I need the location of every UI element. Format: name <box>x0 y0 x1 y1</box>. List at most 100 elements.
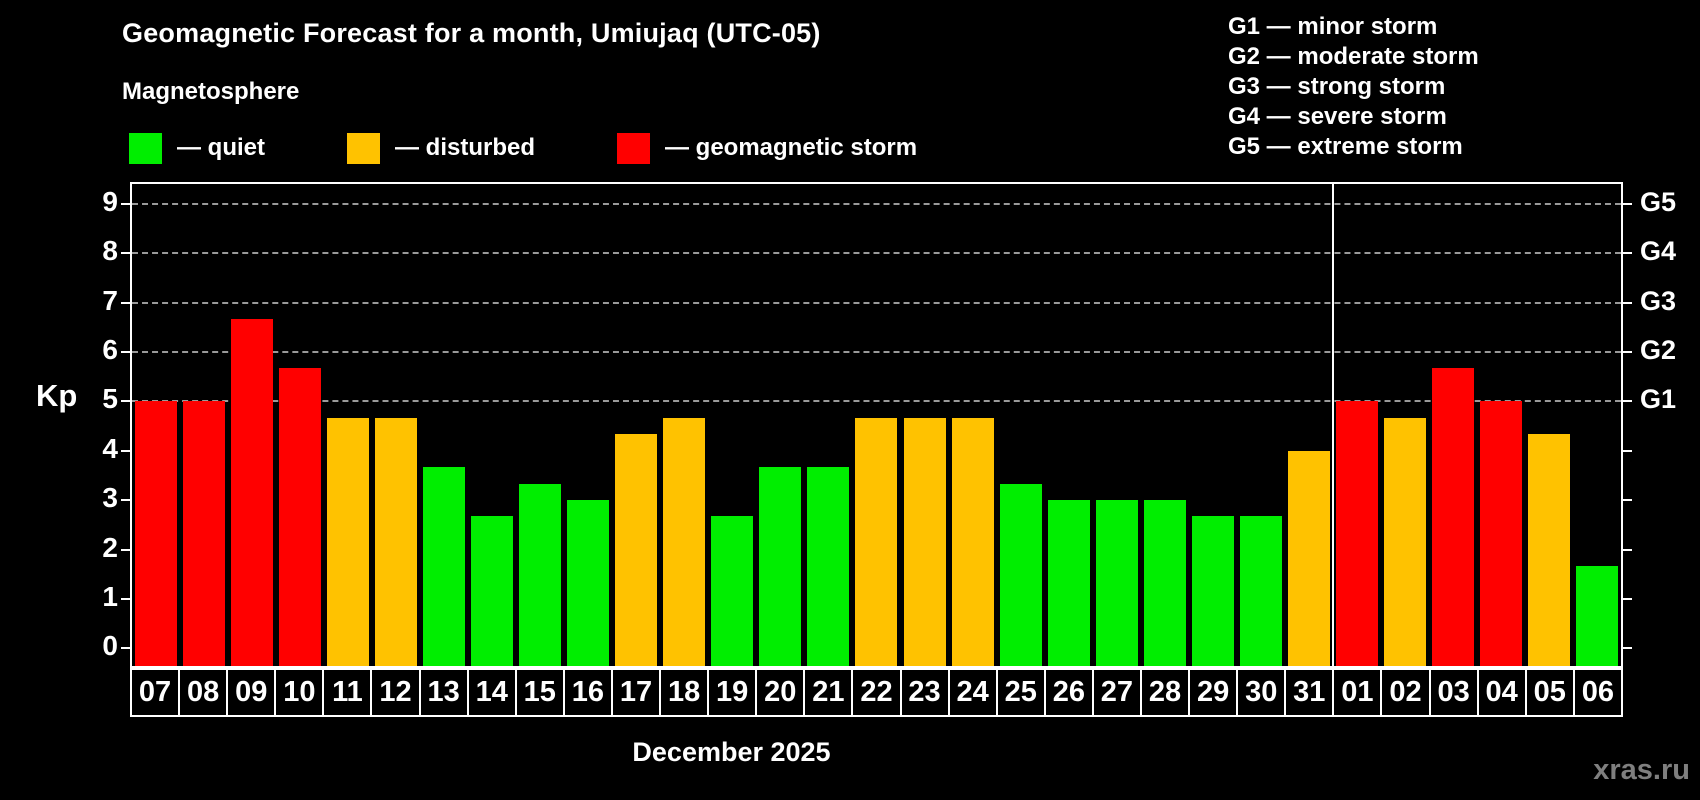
day-label-16: 16 <box>565 670 613 715</box>
day-label-04: 04 <box>1479 670 1527 715</box>
kp-bar-day-04 <box>1480 401 1522 666</box>
legend-item-storm: — geomagnetic storm <box>617 131 917 165</box>
day-label-20: 20 <box>757 670 806 715</box>
day-label-05: 05 <box>1527 670 1575 715</box>
kp-bar-day-14 <box>471 516 513 666</box>
day-label-27: 27 <box>1094 670 1142 715</box>
right-tick-kp-3 <box>1623 499 1632 502</box>
day-label-11: 11 <box>324 670 373 715</box>
g-scale-label-G1: G1 <box>1640 384 1677 415</box>
day-label-02: 02 <box>1382 670 1431 715</box>
day-label-22: 22 <box>853 670 902 715</box>
left-tick-kp-6 <box>121 350 130 353</box>
day-label-23: 23 <box>902 670 950 715</box>
g-legend-line: G5 — extreme storm <box>1228 133 1463 160</box>
day-label-26: 26 <box>1046 670 1094 715</box>
day-label-25: 25 <box>998 670 1046 715</box>
day-label-30: 30 <box>1238 670 1287 715</box>
kp-bar-day-28 <box>1144 500 1186 666</box>
magnetosphere-heading: Magnetosphere <box>122 78 300 105</box>
y-tick-label-8: 8 <box>102 235 118 267</box>
right-tick-kp-7 <box>1623 301 1632 304</box>
y-tick-label-1: 1 <box>102 580 118 612</box>
kp-bar-day-30 <box>1240 516 1282 666</box>
grid-line-kp-5 <box>132 400 1621 403</box>
g-scale-label-G3: G3 <box>1640 285 1677 316</box>
left-tick-kp-2 <box>121 548 130 551</box>
kp-bar-day-08 <box>183 401 225 666</box>
g-legend-line: G1 — minor storm <box>1228 13 1438 40</box>
right-tick-kp-1 <box>1623 597 1632 600</box>
legend-label: — geomagnetic storm <box>665 134 918 161</box>
day-label-12: 12 <box>372 670 421 715</box>
kp-bar-day-31 <box>1288 451 1330 666</box>
right-tick-kp-5 <box>1623 400 1632 403</box>
right-tick-kp-6 <box>1623 350 1632 353</box>
day-label-13: 13 <box>421 670 469 715</box>
kp-bar-day-18 <box>663 418 705 666</box>
kp-bar-day-11 <box>327 418 369 666</box>
chart-title: Geomagnetic Forecast for a month, Umiuja… <box>122 18 821 48</box>
plot-area <box>121 182 1632 668</box>
legend-label: — quiet <box>177 134 265 161</box>
kp-bar-day-01 <box>1336 401 1378 666</box>
day-label-14: 14 <box>469 670 517 715</box>
g-legend-line: G2 — moderate storm <box>1228 43 1479 70</box>
kp-bar-day-06 <box>1576 566 1618 666</box>
kp-bar-day-26 <box>1048 500 1090 666</box>
kp-bar-day-20 <box>759 467 801 666</box>
day-label-10: 10 <box>276 670 325 715</box>
watermark: xras.ru <box>1593 754 1690 786</box>
day-label-06: 06 <box>1581 676 1614 708</box>
day-label-03: 03 <box>1431 670 1479 715</box>
month-title: December 2025 <box>632 737 831 767</box>
kp-bar-day-19 <box>711 516 753 666</box>
day-label-24: 24 <box>950 670 998 715</box>
day-label-09: 09 <box>228 670 277 715</box>
kp-bar-day-09 <box>231 319 273 666</box>
day-label-07: 07 <box>132 670 181 715</box>
kp-bar-day-27 <box>1096 500 1138 666</box>
x-axis-label-row: 07 08 09 10 11 12 13 14 15 16 17 18 19 20 21 22 23 24 25 26… <box>130 668 1623 717</box>
month-separator-line <box>1332 184 1334 666</box>
right-tick-kp-9 <box>1623 202 1632 205</box>
day-label-08: 08 <box>180 670 229 715</box>
day-label-31: 31 <box>1286 670 1335 715</box>
grid-line-kp-6 <box>132 350 1621 353</box>
day-label-01: 01 <box>1334 670 1383 715</box>
kp-bar-day-25 <box>1000 484 1042 666</box>
kp-bar-day-10 <box>279 368 321 666</box>
day-label-29: 29 <box>1190 670 1239 715</box>
legend-item-disturbed: — disturbed <box>347 131 535 165</box>
g-scale-legend: G1 — minor storm G2 — moderate storm G3 — … <box>1228 12 1479 162</box>
kp-bar-day-13 <box>423 467 465 666</box>
disturbed-color-swatch <box>347 132 380 164</box>
kp-bar-day-23 <box>904 418 946 666</box>
storm-color-swatch <box>617 132 650 164</box>
kp-bar-day-12 <box>375 418 417 666</box>
grid-line-kp-7 <box>132 301 1621 304</box>
grid-line-kp-9 <box>132 202 1621 205</box>
right-tick-kp-0 <box>1623 647 1632 650</box>
kp-bar-day-03 <box>1432 368 1474 666</box>
left-tick-kp-7 <box>121 301 130 304</box>
right-tick-kp-2 <box>1623 548 1632 551</box>
left-tick-kp-3 <box>121 499 130 502</box>
y-tick-label-9: 9 <box>102 185 118 217</box>
day-label-17: 17 <box>613 670 662 715</box>
y-tick-label-4: 4 <box>102 432 118 464</box>
left-tick-kp-8 <box>121 252 130 255</box>
kp-bar-day-22 <box>855 418 897 666</box>
left-tick-kp-9 <box>121 202 130 205</box>
g-scale-label-G2: G2 <box>1640 334 1677 365</box>
right-tick-kp-4 <box>1623 449 1632 452</box>
kp-bar-day-07 <box>135 401 177 666</box>
day-label-21: 21 <box>805 670 854 715</box>
y-tick-label-7: 7 <box>102 284 118 316</box>
kp-bar-day-02 <box>1384 418 1426 666</box>
right-tick-kp-8 <box>1623 252 1632 255</box>
y-axis-title: Kp <box>36 378 78 413</box>
day-label-28: 28 <box>1142 670 1191 715</box>
kp-bar-day-05 <box>1528 434 1570 666</box>
